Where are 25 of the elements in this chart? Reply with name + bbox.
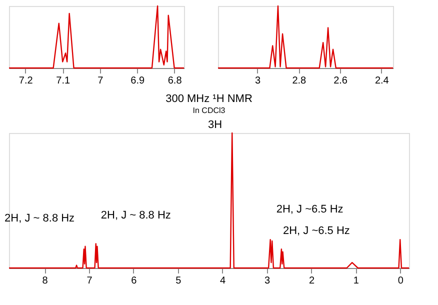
x-tick-label: 2.6 [334,76,348,86]
annotation: 3H [208,119,222,131]
x-tick-label: 7 [86,276,93,286]
x-tick-label: 2 [308,276,315,286]
x-tick-label: 2.8 [292,76,307,86]
x-tick-label: 7 [98,76,104,86]
annotation: 2H, J ~ 8.8 Hz [100,210,171,222]
x-tick-label: 8 [42,276,48,286]
x-tick-label: 3 [255,76,262,86]
chart-title: 300 MHz ¹H NMR [166,93,252,105]
x-tick-label: 6 [131,276,138,286]
x-tick-label: 6.8 [168,76,182,86]
x-tick-label: 3 [264,276,270,286]
x-tick-label: 7.1 [56,76,71,86]
x-tick-label: 4 [220,276,226,286]
annotation: 2H, J ~6.5 Hz [276,204,344,216]
annotation: 2H, J ~ 8.8 Hz [4,212,75,224]
x-tick-label: 0 [398,276,404,286]
x-tick-label: 5 [176,276,182,286]
annotation: 2H, J ~6.5 Hz [282,225,350,238]
chart-subtitle: In CDCl3 [192,106,226,115]
x-tick-label: 1 [353,276,360,286]
x-tick-label: 6.9 [130,76,145,86]
x-tick-label: 7.2 [18,76,34,86]
x-tick-label: 2.4 [374,76,390,86]
